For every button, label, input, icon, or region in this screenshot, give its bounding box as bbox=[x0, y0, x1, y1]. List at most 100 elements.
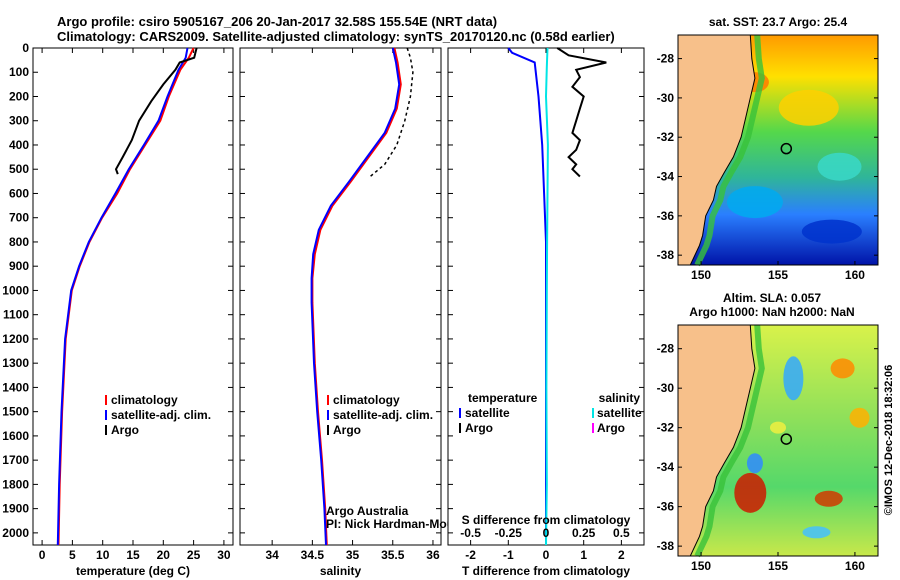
inner-x-tick-label: 0.25 bbox=[572, 526, 596, 540]
legend-label-satellite: satellite-adj. clim. bbox=[111, 408, 211, 422]
lon-tick-label: 160 bbox=[845, 559, 865, 573]
y-tick-label: 1300 bbox=[2, 356, 29, 370]
x-tick-label: 25 bbox=[187, 548, 201, 562]
x-axis-label: salinity bbox=[320, 564, 362, 578]
x-tick-label: 1 bbox=[580, 548, 587, 562]
y-tick-label: 500 bbox=[9, 162, 29, 176]
y-tick-label: 200 bbox=[9, 89, 29, 103]
inner-x-tick-label: 0 bbox=[543, 526, 550, 540]
series-line-satellite-adj-clim- bbox=[56, 47, 189, 546]
salinity-profile-frame bbox=[239, 47, 442, 546]
field-patch bbox=[802, 526, 831, 539]
legend-left-heading: temperature bbox=[468, 391, 538, 405]
lat-tick-label: -30 bbox=[657, 91, 675, 105]
y-tick-label: 1100 bbox=[3, 308, 29, 322]
y-tick-label: 1000 bbox=[2, 283, 29, 297]
x-tick-label: 35 bbox=[346, 548, 360, 562]
sla-map-title-line1: Altim. SLA: 0.057 bbox=[723, 291, 821, 305]
field-patch bbox=[778, 89, 839, 126]
y-tick-label: 700 bbox=[9, 211, 29, 225]
legend-right-heading: salinity bbox=[599, 391, 641, 405]
field-patch bbox=[726, 186, 783, 219]
salinity-profile-panel: 34 34.5 35 35.5 36 salinity climatologysatelli… bbox=[239, 47, 489, 578]
lon-tick-label: 150 bbox=[691, 268, 711, 282]
sst-map-panel: -28 -30 -32 -34 -36 -38 150 155 160 sat. SST: 23.… bbox=[657, 15, 879, 282]
plot-title-line1: Argo profile: csiro 5905167_206 20-Jan-2… bbox=[57, 14, 498, 29]
y-tick-label: 1400 bbox=[2, 380, 29, 394]
lat-tick-label: -38 bbox=[657, 248, 675, 262]
sla-map-panel: -28 -30 -32 -34 -36 -38 150 155 160 Altim. SLA: 0… bbox=[657, 291, 879, 573]
float-position-marker bbox=[780, 142, 793, 155]
inner-x-tick-label: -0.25 bbox=[495, 526, 523, 540]
x-tick-label: 0 bbox=[39, 548, 46, 562]
sla-map-title-line2: Argo h1000: NaN h2000: NaN bbox=[689, 305, 854, 319]
lon-tick-label: 155 bbox=[768, 559, 788, 573]
copyright-stamp: ©IMOS 12-Dec-2018 18:32:06 bbox=[883, 365, 895, 516]
annotation-text: Argo Australia bbox=[326, 504, 409, 518]
y-tick-label: 1800 bbox=[2, 477, 29, 491]
plot-title-line2: Climatology: CARS2009. Satellite-adjuste… bbox=[57, 29, 615, 44]
x-tick-label: 10 bbox=[96, 548, 110, 562]
series-line-argo bbox=[114, 47, 198, 175]
legend-left-label-satellite: satellite bbox=[465, 406, 510, 420]
inner-x-tick-label: 0.5 bbox=[613, 526, 630, 540]
x-tick-label: 2 bbox=[618, 548, 625, 562]
coastal-shelf bbox=[694, 34, 765, 267]
x-tick-label: 20 bbox=[157, 548, 171, 562]
lat-tick-label: -34 bbox=[657, 170, 675, 184]
lat-tick-label: -28 bbox=[657, 342, 675, 356]
y-tick-label: 100 bbox=[9, 65, 29, 79]
temperature-profile-panel: 0100200300400500600700800900100011001200… bbox=[2, 41, 234, 578]
x-axis-label: T difference from climatology bbox=[462, 564, 630, 578]
field-patch bbox=[849, 407, 870, 428]
field-patch bbox=[817, 152, 862, 181]
series-line-argo bbox=[369, 47, 414, 178]
temperature-profile-frame bbox=[32, 47, 234, 546]
series-line-satellite-adj-clim- bbox=[310, 47, 401, 546]
y-tick-label: 900 bbox=[9, 259, 29, 273]
field-patch bbox=[830, 358, 855, 379]
legend-left-label-argo: Argo bbox=[465, 421, 493, 435]
legend-label-climatology: climatology bbox=[333, 393, 400, 407]
x-tick-label: 36 bbox=[426, 548, 440, 562]
y-tick-label: 800 bbox=[9, 235, 29, 249]
x-tick-label: 35.5 bbox=[381, 548, 405, 562]
field-patch bbox=[770, 421, 786, 434]
field-patch bbox=[783, 356, 804, 401]
land-mass bbox=[677, 34, 756, 266]
coastal-shelf bbox=[694, 324, 765, 558]
legend-right-label-s_argo: Argo bbox=[597, 421, 625, 435]
lat-tick-label: -36 bbox=[657, 500, 675, 514]
x-tick-label: 0 bbox=[543, 548, 550, 562]
x-tick-label: 34 bbox=[265, 548, 279, 562]
lat-tick-label: -30 bbox=[657, 381, 675, 395]
field-patch bbox=[734, 472, 767, 513]
field-patch bbox=[801, 219, 862, 244]
field-patch bbox=[746, 453, 763, 474]
legend-label-argo: Argo bbox=[111, 423, 139, 437]
y-tick-label: 400 bbox=[9, 138, 29, 152]
lon-tick-label: 150 bbox=[691, 559, 711, 573]
difference-profile-panel: -2 -1 0 1 2 T difference from climatology temp… bbox=[447, 47, 645, 578]
y-tick-label: 1500 bbox=[2, 405, 29, 419]
y-tick-label: 300 bbox=[9, 114, 29, 128]
lat-tick-label: -32 bbox=[657, 130, 675, 144]
lat-tick-label: -38 bbox=[657, 539, 675, 553]
lon-tick-label: 160 bbox=[845, 268, 865, 282]
x-axis-label: temperature (deg C) bbox=[76, 564, 190, 578]
inner-x-tick-label: -0.5 bbox=[460, 526, 481, 540]
y-tick-label: 1600 bbox=[2, 429, 29, 443]
x-tick-label: 5 bbox=[69, 548, 76, 562]
lon-tick-label: 155 bbox=[768, 268, 788, 282]
legend-right-label-s_satellite: satellite bbox=[597, 406, 642, 420]
series-line-s-satellite bbox=[544, 47, 549, 546]
lat-tick-label: -34 bbox=[657, 460, 675, 474]
float-position-marker bbox=[780, 433, 793, 445]
x-tick-label: 30 bbox=[217, 548, 231, 562]
x-tick-label: -2 bbox=[465, 548, 476, 562]
inner-axis-title: S difference from climatology bbox=[462, 513, 631, 527]
x-tick-label: 34.5 bbox=[301, 548, 325, 562]
land-mass bbox=[677, 324, 756, 557]
y-tick-label: 1900 bbox=[2, 502, 29, 516]
